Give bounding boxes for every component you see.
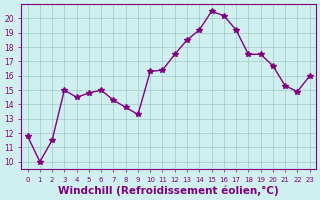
X-axis label: Windchill (Refroidissement éolien,°C): Windchill (Refroidissement éolien,°C) <box>58 185 279 196</box>
